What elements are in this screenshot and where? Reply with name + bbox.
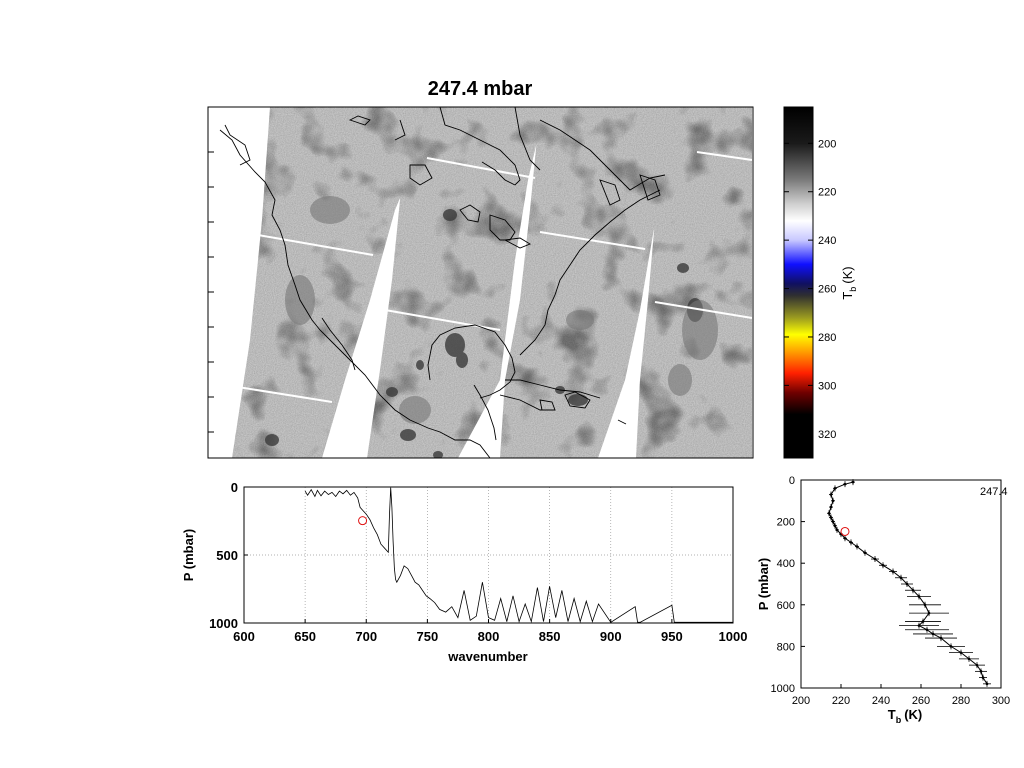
profile-point [891, 570, 895, 573]
profile-point [873, 557, 877, 561]
profile-point [833, 524, 837, 528]
profile-frame [800, 479, 1002, 689]
map-left-ticks [208, 151, 214, 433]
profile-y-tick-label: 200 [777, 517, 795, 529]
profile-marker [840, 526, 850, 536]
profile-point [905, 582, 909, 586]
profile-point [975, 663, 979, 667]
spectrum-plot-area [244, 487, 733, 623]
colorbar-gradient [783, 106, 814, 459]
profile-y-tick-label: 400 [777, 558, 795, 570]
colorbar-label: Tb(K) [840, 266, 858, 299]
profile-chart: 200 220 240 260 280 300 0 200 400 600 800 1000 247… [756, 475, 1010, 725]
profile-point [863, 551, 867, 555]
profile-y-tick-label: 800 [777, 641, 795, 653]
profile-point [849, 541, 853, 544]
profile-point [917, 595, 921, 598]
map-frame [207, 106, 754, 459]
colorbar-ticks: 200 220 240 260 280 300 320 [784, 138, 836, 441]
coastlines [219, 107, 666, 458]
profile-point [981, 676, 985, 679]
spectrum-x-ticks: 600 650 700 750 800 850 900 950 1000 [233, 619, 747, 644]
profile-point [967, 657, 971, 661]
profile-point [831, 520, 835, 523]
profile-point [829, 516, 833, 519]
profile-point [921, 620, 925, 623]
spectrum-x-tick-label: 750 [417, 629, 439, 644]
colorbar-tick-label: 260 [818, 284, 836, 296]
spectrum-x-tick-label: 1000 [719, 629, 748, 644]
spectrum-x-tick-label: 600 [233, 629, 255, 644]
profile-point [843, 536, 847, 540]
colorbar-tick-label: 300 [818, 380, 836, 392]
spectrum-x-tick-label: 950 [661, 629, 683, 644]
profile-annotation: 247.4 [980, 486, 1008, 498]
profile-point [829, 493, 833, 496]
profile-x-tick-label: 240 [872, 695, 890, 707]
spectrum-y-ticks: 0 500 1000 [209, 480, 248, 631]
profile-y-ticks: 0 200 400 600 800 1000 [771, 475, 805, 695]
profile-y-tick-label: 0 [789, 475, 795, 487]
profile-y-tick-label: 600 [777, 600, 795, 612]
profile-x-tick-label: 200 [792, 695, 810, 707]
spectrum-x-tick-label: 800 [478, 629, 500, 644]
spectrum-y-tick-label: 0 [231, 480, 238, 495]
profile-point [855, 545, 859, 548]
profile-points [827, 480, 989, 686]
spectrum-y-tick-label: 1000 [209, 616, 238, 631]
spectrum-y-tick-label: 500 [216, 548, 238, 563]
spectrum-x-tick-label: 650 [294, 629, 316, 644]
profile-point [979, 670, 983, 673]
satellite-map [207, 106, 754, 459]
colorbar-tick-label: 200 [818, 138, 836, 150]
profile-point [829, 505, 833, 509]
colorbar-tick-label: 240 [818, 235, 836, 247]
colorbar-tick-label: 320 [818, 429, 836, 441]
scan-gaps [237, 151, 753, 403]
spectrum-xlabel: wavenumber [447, 649, 527, 664]
spectrum-marker [358, 516, 368, 526]
profile-point [985, 682, 989, 686]
profile-point [831, 499, 835, 503]
spectrum-line [304, 487, 733, 624]
profile-x-tick-label: 220 [832, 695, 850, 707]
colorbar: 200 220 240 260 280 300 320 Tb(K) [783, 106, 858, 459]
profile-y-tick-label: 1000 [771, 683, 795, 695]
profile-point [827, 511, 831, 515]
profile-point [911, 588, 915, 592]
profile-point [923, 603, 927, 607]
profile-xlabel: Tb (K) [888, 707, 923, 725]
spectrum-grid [244, 487, 733, 623]
swaths [232, 107, 752, 458]
profile-point [881, 563, 885, 567]
profile-point [931, 632, 935, 636]
profile-point [835, 528, 839, 532]
profile-point [833, 487, 837, 490]
spectrum-x-tick-label: 700 [355, 629, 377, 644]
profile-point [851, 480, 855, 484]
profile-x-tick-label: 300 [992, 695, 1010, 707]
profile-point [925, 628, 929, 632]
colorbar-tick-label: 220 [818, 187, 836, 199]
profile-point [899, 576, 903, 580]
profile-point [843, 482, 847, 486]
profile-point [927, 611, 931, 615]
colorbar-tick-label: 280 [818, 332, 836, 344]
profile-x-ticks: 200 220 240 260 280 300 [792, 684, 1010, 707]
profile-point [949, 645, 953, 648]
spectrum-x-tick-label: 850 [539, 629, 561, 644]
profile-x-tick-label: 280 [952, 695, 970, 707]
profile-point [917, 624, 921, 627]
profile-x-tick-label: 260 [912, 695, 930, 707]
map-title: 247.4 mbar [428, 78, 533, 100]
profile-point [939, 636, 943, 640]
spectrum-ylabel: P (mbar) [181, 529, 196, 582]
profile-ylabel: P (mbar) [756, 558, 771, 611]
spectrum-chart: 600 650 700 750 800 850 900 950 1000 0 500 1000 wa… [181, 480, 747, 664]
profile-point [959, 651, 963, 654]
spectrum-x-tick-label: 900 [600, 629, 622, 644]
